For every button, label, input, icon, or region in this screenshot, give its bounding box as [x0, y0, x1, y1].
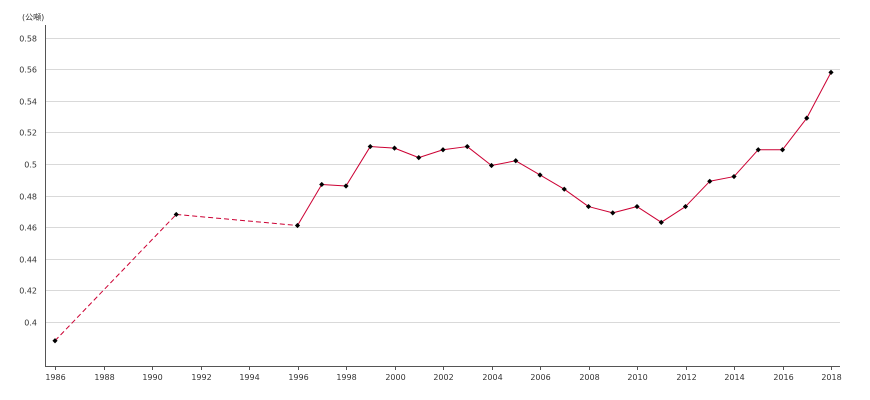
- series-segment: [782, 117, 808, 151]
- data-point-marker: [755, 147, 761, 153]
- y-axis-unit-label: (公噸): [22, 12, 44, 22]
- data-point-marker: [585, 203, 592, 210]
- data-point-marker: [804, 115, 810, 121]
- data-point-marker: [343, 183, 349, 189]
- data-point-marker: [682, 203, 689, 210]
- y-tick-label: 0.52: [19, 129, 37, 138]
- y-tick-label: 0.46: [19, 224, 37, 233]
- x-tick-label: 2016: [773, 373, 793, 382]
- series-segment: [709, 176, 735, 182]
- data-point-marker: [464, 143, 470, 150]
- x-tick-label: 1998: [336, 373, 356, 382]
- x-tick-label: 2012: [676, 373, 696, 382]
- series-segment: [442, 146, 468, 151]
- data-point-marker: [367, 143, 373, 150]
- data-point-marker: [779, 147, 786, 153]
- data-point-marker: [513, 158, 519, 164]
- series-segment: [297, 184, 323, 226]
- y-tick-label: 0.42: [19, 287, 37, 296]
- data-point-marker: [416, 155, 422, 161]
- series-segment: [466, 146, 492, 166]
- data-point-marker: [658, 219, 664, 225]
- series-segment: [563, 188, 589, 207]
- y-tick-label: 0.5: [24, 161, 37, 170]
- series-segment: [321, 183, 347, 187]
- x-tick-label: 1986: [45, 373, 65, 382]
- data-point-marker: [391, 145, 398, 151]
- data-point-marker: [634, 203, 640, 210]
- series-segment: [806, 72, 832, 119]
- data-point-marker: [731, 173, 737, 180]
- series-segment: [612, 206, 638, 214]
- series-line: [54, 72, 832, 342]
- x-tick-label: 2008: [579, 373, 599, 382]
- series-markers: [52, 69, 834, 344]
- y-tick-label: 0.4: [24, 319, 37, 328]
- data-point-marker: [561, 186, 567, 192]
- data-point-marker: [828, 69, 834, 75]
- y-tick-label: 0.58: [19, 35, 37, 44]
- series-segment: [418, 149, 444, 159]
- data-point-marker: [488, 162, 495, 169]
- x-tick-label: 2004: [482, 373, 502, 382]
- data-point-marker: [537, 172, 543, 178]
- x-tick-label: 1996: [288, 373, 308, 382]
- series-segment: [176, 213, 298, 226]
- y-tick-labels: 0.4 0.42 0.44 0.46 0.48 0.5 0.52 0.54 0.56 0.58: [19, 35, 37, 328]
- x-tick-label: 1992: [191, 373, 211, 382]
- series-segment: [733, 149, 759, 177]
- x-tick-label: 2002: [433, 373, 453, 382]
- series-segment: [539, 174, 565, 190]
- data-point-marker: [440, 147, 446, 153]
- data-point-marker: [52, 338, 58, 344]
- y-tick-label: 0.56: [19, 66, 37, 75]
- series-segment: [685, 180, 711, 207]
- x-tick-label: 2000: [385, 373, 405, 382]
- data-point-marker: [319, 181, 325, 188]
- series-segment: [491, 160, 516, 166]
- gridlines: [45, 38, 840, 323]
- series-segment: [345, 146, 371, 187]
- x-tick-label: 2006: [530, 373, 550, 382]
- data-point-marker: [173, 211, 179, 218]
- y-tick-label: 0.44: [19, 256, 37, 265]
- y-tick-label: 0.54: [19, 98, 37, 107]
- axes: [45, 25, 840, 370]
- x-tick-label: 2014: [724, 373, 744, 382]
- x-tick-label: 1990: [142, 373, 162, 382]
- x-tick-label: 1994: [239, 373, 259, 382]
- data-point-marker: [707, 178, 713, 184]
- series-segment: [588, 206, 613, 214]
- x-tick-labels: 1986 1988 1990 1992 1994 1996 1998 2000 2002 2004…: [45, 373, 841, 382]
- series-segment: [660, 206, 686, 223]
- y-tick-label: 0.48: [19, 193, 37, 202]
- x-tick-label: 1988: [94, 373, 114, 382]
- series-segment: [515, 160, 541, 176]
- series-segment: [54, 214, 177, 342]
- series-segment: [394, 147, 419, 159]
- series-segment: [636, 206, 662, 223]
- x-tick-label: 2018: [821, 373, 841, 382]
- x-tick-label: 2010: [627, 373, 647, 382]
- series-segment: [370, 146, 395, 149]
- data-point-marker: [610, 210, 616, 216]
- data-point-marker: [294, 222, 301, 229]
